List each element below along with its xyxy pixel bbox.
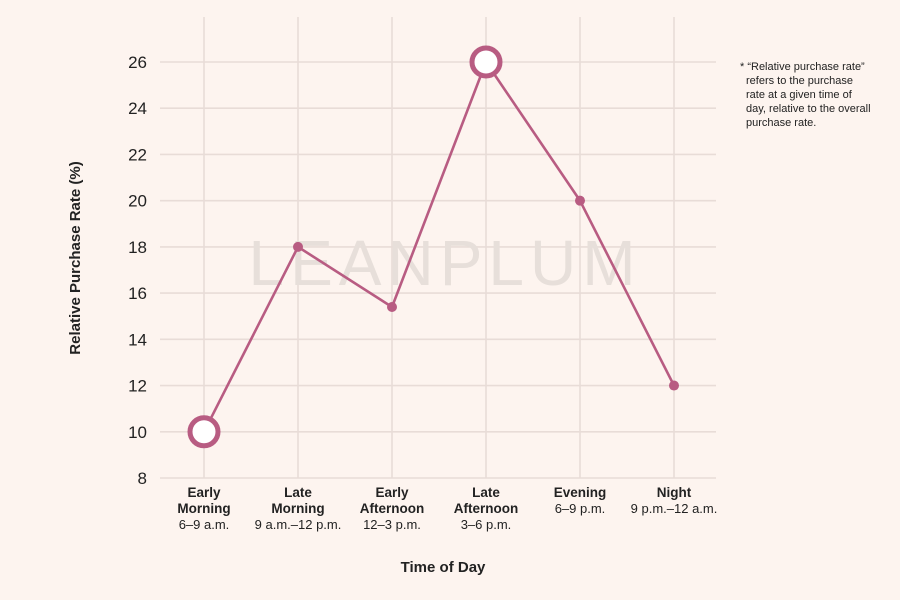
x-tick-time-range: 6–9 a.m. [179, 517, 230, 532]
y-tick-label: 20 [128, 192, 147, 211]
footnote-line: refers to the purchase [746, 75, 853, 87]
footnote-line: purchase rate. [746, 117, 816, 129]
grid-lines [160, 17, 716, 479]
x-tick-time-range: 9 a.m.–12 p.m. [255, 517, 342, 532]
x-tick-label: Evening [554, 485, 607, 500]
data-point [293, 241, 303, 252]
x-tick-time-range: 9 p.m.–12 a.m. [631, 501, 718, 516]
y-axis-title: Relative Purchase Rate (%) [67, 161, 84, 354]
x-tick-label: Late [284, 485, 312, 500]
x-tick-label: Afternoon [360, 501, 425, 516]
y-tick-label: 24 [128, 99, 147, 118]
footnote-line: rate at a given time of [746, 89, 853, 101]
data-point [387, 301, 397, 312]
y-tick-label: 12 [128, 377, 147, 396]
y-tick-label: 8 [138, 469, 147, 488]
y-tick-label: 10 [128, 423, 147, 442]
data-point [575, 195, 585, 206]
x-tick-time-range: 3–6 p.m. [461, 517, 512, 532]
y-tick-label: 22 [128, 145, 147, 164]
footnote-line: * “Relative purchase rate” [740, 61, 865, 73]
series-line [202, 60, 676, 433]
data-point [669, 380, 679, 391]
x-tick-label: Late [472, 485, 500, 500]
highlighted-data-point [469, 45, 503, 79]
x-tick-time-range: 12–3 p.m. [363, 517, 421, 532]
x-tick-label: Night [657, 485, 692, 500]
y-axis-ticks: 8 10 12 14 16 18 20 22 24 26 [128, 53, 147, 488]
footnote-line: day, relative to the overall [746, 103, 871, 115]
y-tick-label: 26 [128, 53, 147, 72]
data-series [187, 45, 679, 449]
y-tick-label: 14 [128, 330, 147, 349]
highlighted-data-point [187, 415, 221, 449]
y-tick-label: 16 [128, 284, 147, 303]
y-tick-label: 18 [128, 238, 147, 257]
watermark-logo: LEANPLUM [249, 227, 642, 299]
x-tick-label: Morning [271, 501, 324, 516]
x-tick-label: Morning [177, 501, 230, 516]
footnote: * “Relative purchase rate” refers to the … [740, 61, 871, 129]
x-tick-time-range: 6–9 p.m. [555, 501, 606, 516]
x-tick-label: Afternoon [454, 501, 519, 516]
x-axis-title: Time of Day [401, 559, 486, 576]
x-tick-label: Early [375, 485, 409, 500]
x-tick-label: Early [187, 485, 221, 500]
